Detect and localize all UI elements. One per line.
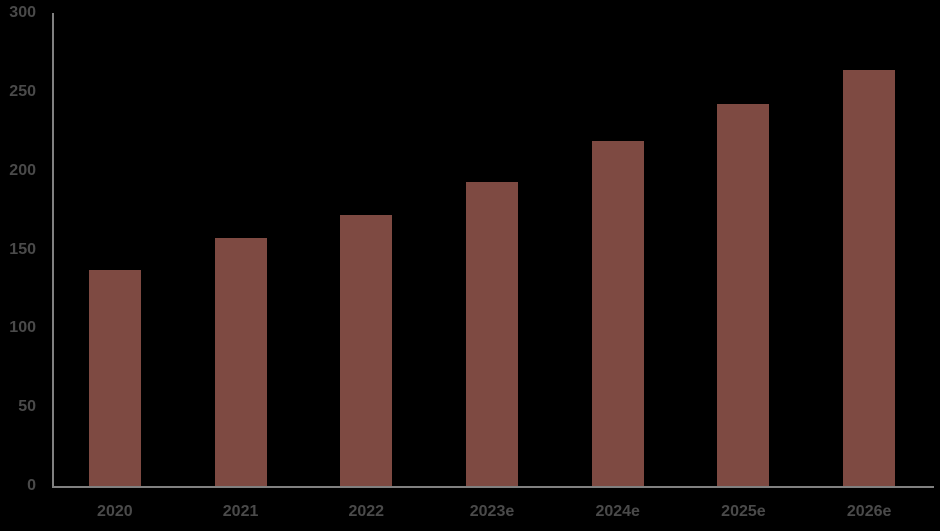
bar-2021 (214, 238, 267, 486)
y-tick-label-0: 0 (27, 477, 36, 494)
bar-2026e (843, 69, 896, 486)
y-tick-label-250: 250 (9, 82, 36, 100)
y-tick-label-150: 150 (9, 240, 36, 258)
bar-2025e (717, 104, 770, 486)
x-axis-line (52, 486, 934, 488)
x-tick-label-2023e: 2023e (469, 503, 515, 520)
x-tick-label-2021: 2021 (222, 503, 259, 520)
bar-2023e (466, 181, 518, 486)
bar-2024e (591, 140, 644, 486)
bar-2020 (88, 269, 141, 486)
y-tick-label-200: 200 (9, 161, 36, 179)
y-tick-label-50: 50 (18, 398, 36, 416)
x-tick-label-2024e: 2024e (595, 503, 640, 520)
x-tick-label-2020: 2020 (97, 503, 133, 520)
x-tick-label-2025e: 2025e (721, 503, 766, 520)
y-axis-line (52, 13, 54, 488)
x-tick-label-2026e: 2026e (846, 503, 892, 520)
bar-2022 (340, 214, 393, 486)
x-tick-label-2022: 2022 (348, 503, 385, 520)
y-tick-label-300: 300 (9, 4, 36, 21)
y-tick-label-100: 100 (9, 319, 36, 337)
